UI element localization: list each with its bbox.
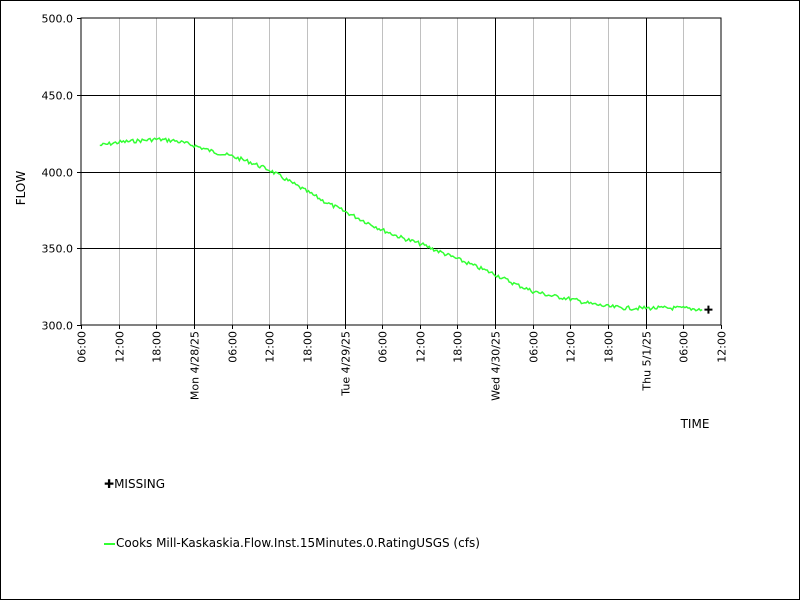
x-tick-label: 18:00 — [603, 331, 616, 363]
y-tick-label: 350.0 — [42, 243, 74, 256]
legend-item-missing: ✚MISSING — [104, 477, 165, 491]
x-tick-label: Tue 4/29/25 — [340, 331, 353, 397]
y-tick-label: 400.0 — [42, 167, 74, 180]
x-tick-label: 06:00 — [76, 331, 89, 363]
missing-marker — [704, 305, 713, 314]
legend-label-flow-series: Cooks Mill-Kaskaskia.Flow.Inst.15Minutes… — [116, 536, 480, 550]
x-tick-label: 06:00 — [528, 331, 541, 363]
minor-gridlines — [119, 18, 684, 325]
x-tick-label: 06:00 — [377, 331, 390, 363]
major-gridlines — [81, 18, 721, 325]
x-tick-label: 18:00 — [151, 331, 164, 363]
x-axis-ticks: 06:00 12:00 18:00 Mon 4/28/25 06:00 12:00 18:0… — [76, 325, 729, 401]
x-axis-label: TIME — [680, 417, 710, 431]
series-layer — [99, 137, 703, 312]
missing-plus-icon: ✚ — [104, 477, 115, 491]
y-tick-label: 450.0 — [42, 90, 74, 103]
x-tick-label: 12:00 — [716, 331, 729, 363]
legend-item-flow-series: Cooks Mill-Kaskaskia.Flow.Inst.15Minutes… — [104, 536, 480, 550]
series-line — [99, 137, 703, 312]
x-tick-label: Thu 5/1/25 — [641, 331, 654, 392]
x-tick-label: 06:00 — [678, 331, 691, 363]
x-tick-label: 18:00 — [452, 331, 465, 363]
x-tick-label: 06:00 — [227, 331, 240, 363]
x-tick-label: 18:00 — [302, 331, 315, 363]
legend-line-swatch — [104, 542, 115, 545]
x-tick-label: 12:00 — [264, 331, 277, 363]
y-tick-label: 500.0 — [42, 13, 74, 26]
y-axis-ticks: 500.0 450.0 400.0 350.0 300.0 — [42, 13, 81, 333]
x-tick-label: 12:00 — [415, 331, 428, 363]
y-axis-label: FLOW — [14, 171, 28, 206]
x-tick-label: Mon 4/28/25 — [189, 331, 202, 400]
plot-area — [80, 17, 722, 326]
x-tick-label: 12:00 — [565, 331, 578, 363]
x-tick-label: 12:00 — [114, 331, 127, 363]
x-tick-label: Wed 4/30/25 — [490, 331, 503, 401]
missing-markers — [704, 305, 713, 314]
legend-label-missing: MISSING — [114, 477, 166, 491]
y-tick-label: 300.0 — [42, 320, 74, 333]
